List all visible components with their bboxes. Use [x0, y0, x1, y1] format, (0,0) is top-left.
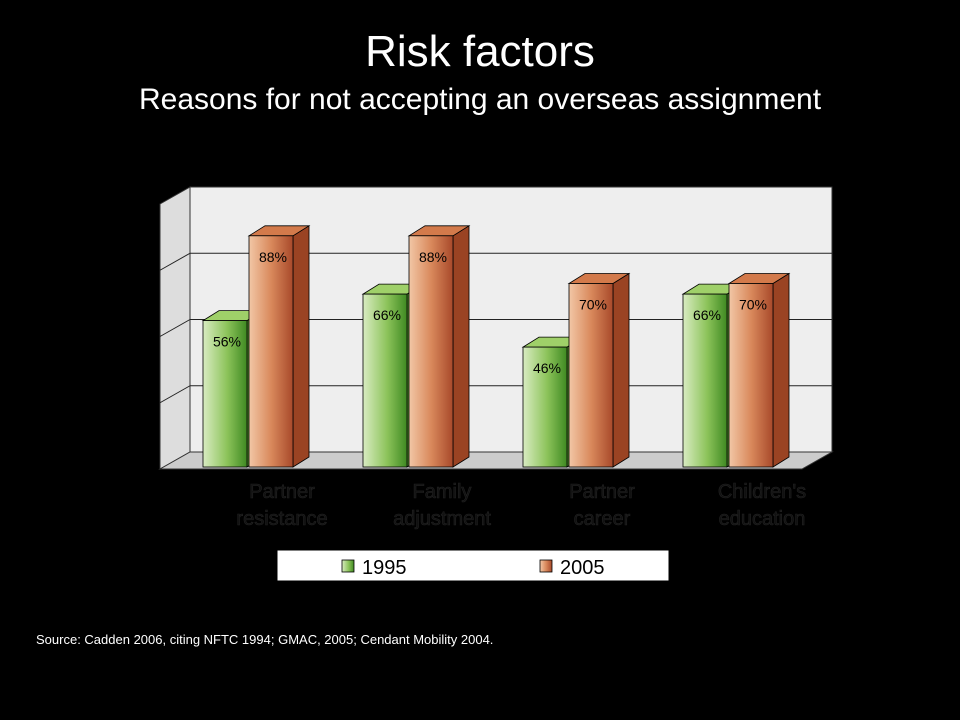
data-label-1995-0: 56%: [213, 334, 241, 350]
data-labels: 56% 88% 66% 88% 46% 70% 66% 70%: [213, 249, 767, 376]
category-label-2: Partner career: [569, 481, 635, 530]
bar-1995-2: [522, 346, 568, 468]
data-label-1995-3: 66%: [693, 307, 721, 323]
gridline-side: [159, 319, 191, 337]
gridline-side: [159, 252, 191, 271]
bar-side-2005-3: [772, 272, 790, 468]
category-label-0: Partner resistance: [236, 481, 327, 530]
legend-box: [276, 549, 670, 582]
data-label-2005-3: 70%: [739, 297, 767, 313]
bar-side-2005-0: [292, 225, 310, 468]
category-label-1: Family adjustment: [393, 481, 491, 530]
legend: 1995 2005: [276, 549, 670, 582]
bar-1995-1: [362, 293, 408, 468]
plot-floor: [158, 451, 834, 470]
bar-2005-2: [568, 283, 614, 468]
bar-1995-0: [202, 320, 248, 468]
data-label-2005-2: 70%: [579, 297, 607, 313]
legend-label-1995: 1995: [362, 557, 407, 579]
bar-2005-1: [408, 235, 454, 468]
bar-2005-3: [728, 283, 774, 468]
data-label-2005-0: 88%: [259, 249, 287, 265]
source-note: Source: Cadden 2006, citing NFTC 1994; G…: [36, 632, 494, 647]
data-label-1995-2: 46%: [533, 360, 561, 376]
bar-1995-3: [682, 293, 728, 468]
legend-label-2005: 2005: [560, 557, 605, 579]
category-label-3: Children's education: [718, 481, 806, 530]
bar-chart: 56% 88% 66% 88% 46% 70% 66% 70% Partner resistan…: [158, 186, 834, 582]
gridline-side: [159, 385, 191, 404]
slide-title: Risk factors: [365, 27, 595, 76]
bars: [201, 225, 791, 468]
slide-subtitle: Reasons for not accepting an overseas as…: [138, 83, 822, 116]
legend-swatch-1995: [341, 559, 355, 573]
bar-side-2005-1: [452, 225, 470, 468]
legend-swatch-2005: [539, 559, 553, 573]
bar-side-2005-2: [612, 272, 630, 468]
data-label-1995-1: 66%: [373, 307, 401, 323]
bar-2005-0: [248, 235, 294, 468]
category-labels: Partner resistance Family adjustment Partner…: [236, 481, 806, 531]
data-label-2005-1: 88%: [419, 249, 447, 265]
